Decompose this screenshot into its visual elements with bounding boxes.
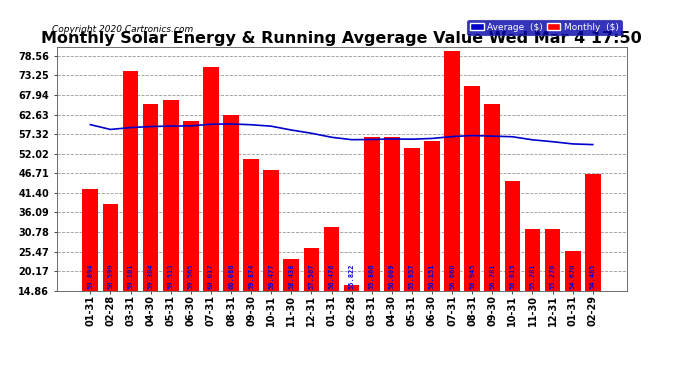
Bar xyxy=(344,285,359,345)
Text: 56.615: 56.615 xyxy=(509,264,515,289)
Text: 58.438: 58.438 xyxy=(288,264,295,289)
Bar xyxy=(183,121,199,345)
Text: 59.513: 59.513 xyxy=(168,264,174,289)
Text: 55.270: 55.270 xyxy=(549,264,555,289)
Text: 55.957: 55.957 xyxy=(409,264,415,289)
Text: 54.485: 54.485 xyxy=(590,264,595,289)
Bar xyxy=(284,259,299,345)
Bar xyxy=(304,248,319,345)
Bar xyxy=(585,174,600,345)
Bar xyxy=(464,86,480,345)
Text: 55.822: 55.822 xyxy=(348,264,355,289)
Bar xyxy=(103,204,118,345)
Bar xyxy=(223,115,239,345)
Text: 60.017: 60.017 xyxy=(208,264,214,289)
Bar xyxy=(444,51,460,345)
Bar xyxy=(324,228,339,345)
Text: 56.660: 56.660 xyxy=(449,264,455,289)
Bar xyxy=(484,104,500,345)
Text: 56.151: 56.151 xyxy=(429,264,435,289)
Bar xyxy=(384,137,400,345)
Text: 59.894: 59.894 xyxy=(88,264,93,289)
Text: 59.477: 59.477 xyxy=(268,264,274,289)
Legend: Average  ($), Monthly  ($): Average ($), Monthly ($) xyxy=(467,20,622,35)
Bar xyxy=(544,229,560,345)
Text: 57.567: 57.567 xyxy=(308,264,315,289)
Bar xyxy=(163,100,179,345)
Text: 60.086: 60.086 xyxy=(228,264,234,289)
Text: 56.781: 56.781 xyxy=(489,264,495,289)
Bar xyxy=(83,189,98,345)
Bar xyxy=(203,67,219,345)
Text: 55.866: 55.866 xyxy=(368,264,375,289)
Text: 54.670: 54.670 xyxy=(570,264,575,289)
Bar xyxy=(424,141,440,345)
Text: 55.781: 55.781 xyxy=(529,264,535,289)
Text: Copyright 2020 Cartronics.com: Copyright 2020 Cartronics.com xyxy=(52,25,193,34)
Text: 56.009: 56.009 xyxy=(388,264,395,289)
Text: 59.565: 59.565 xyxy=(188,264,194,289)
Bar xyxy=(143,104,159,345)
Text: 56.476: 56.476 xyxy=(328,264,335,289)
Text: 56.945: 56.945 xyxy=(469,264,475,289)
Bar xyxy=(404,148,420,345)
Text: 59.384: 59.384 xyxy=(148,264,154,289)
Bar xyxy=(504,182,520,345)
Bar xyxy=(264,170,279,345)
Bar xyxy=(364,137,380,345)
Title: Monthly Solar Energy & Running Avgerage Value Wed Mar 4 17:50: Monthly Solar Energy & Running Avgerage … xyxy=(41,31,642,46)
Text: 59.101: 59.101 xyxy=(128,264,134,289)
Bar xyxy=(565,251,580,345)
Bar xyxy=(123,71,139,345)
Bar xyxy=(244,159,259,345)
Text: 59.874: 59.874 xyxy=(248,264,254,289)
Bar xyxy=(524,229,540,345)
Text: 58.599: 58.599 xyxy=(108,264,113,289)
